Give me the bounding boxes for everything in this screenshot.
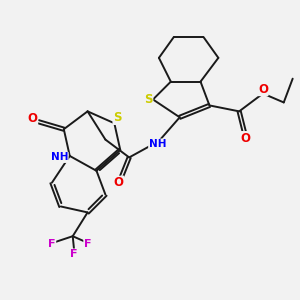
Text: O: O: [28, 112, 38, 125]
Text: S: S: [144, 93, 153, 106]
Text: F: F: [48, 238, 56, 249]
Text: F: F: [70, 249, 78, 259]
Text: S: S: [113, 111, 122, 124]
Text: NH: NH: [149, 139, 166, 149]
Text: O: O: [240, 132, 250, 145]
Text: NH: NH: [51, 152, 68, 162]
Text: O: O: [258, 82, 268, 96]
Text: O: O: [114, 176, 124, 189]
Text: F: F: [84, 238, 91, 249]
